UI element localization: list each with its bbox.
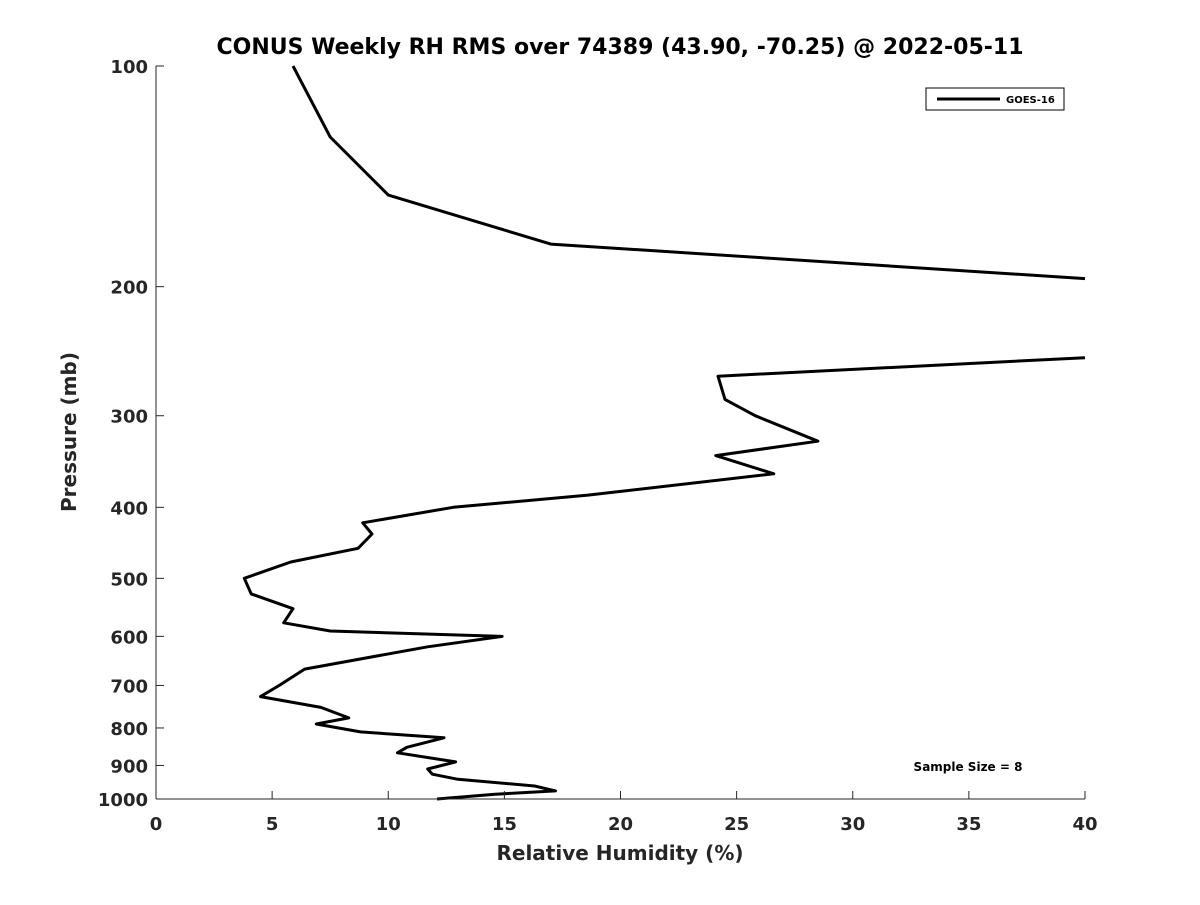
sample-size-annotation: Sample Size = 8 <box>914 760 1023 774</box>
x-tick-label: 10 <box>376 814 401 835</box>
y-tick-label: 600 <box>110 627 148 648</box>
y-ticks: 100 200 300 400 500 600 700 800 900 1000 <box>98 57 164 811</box>
x-tick-label: 35 <box>956 814 981 835</box>
x-tick-label: 40 <box>1072 814 1097 835</box>
y-axis-label: Pressure (mb) <box>57 352 81 512</box>
x-tick-label: 0 <box>150 814 163 835</box>
chart-title: CONUS Weekly RH RMS over 74389 (43.90, -… <box>216 35 1023 60</box>
y-tick-label: 300 <box>110 407 148 428</box>
y-tick-label: 500 <box>110 569 148 590</box>
x-tick-label: 20 <box>608 814 633 835</box>
series-layer <box>242 65 1086 801</box>
y-tick-label: 700 <box>110 676 148 697</box>
y-tick-label: 900 <box>110 756 148 777</box>
y-tick-label: 200 <box>110 278 148 299</box>
x-tick-label: 15 <box>492 814 517 835</box>
legend: GOES-16 <box>925 87 1065 111</box>
y-tick-label: 400 <box>110 498 148 519</box>
series-line-goes-16-segment-1 <box>291 65 1086 281</box>
legend-label-goes-16: GOES-16 <box>1006 95 1055 106</box>
x-tick-label: 30 <box>840 814 865 835</box>
x-ticks: 0 5 10 15 20 25 30 35 40 <box>150 791 1098 835</box>
x-tick-label: 5 <box>266 814 279 835</box>
x-tick-label: 25 <box>724 814 749 835</box>
series-line-goes-16-segment-2 <box>242 356 1086 801</box>
x-axis-label: Relative Humidity (%) <box>496 841 743 865</box>
y-tick-label: 1000 <box>98 790 148 811</box>
y-tick-label: 800 <box>110 719 148 740</box>
y-tick-label: 100 <box>110 57 148 78</box>
plot-area: 0 5 10 15 20 25 30 35 40 100 200 300 400 500 600 700 80… <box>98 57 1098 835</box>
